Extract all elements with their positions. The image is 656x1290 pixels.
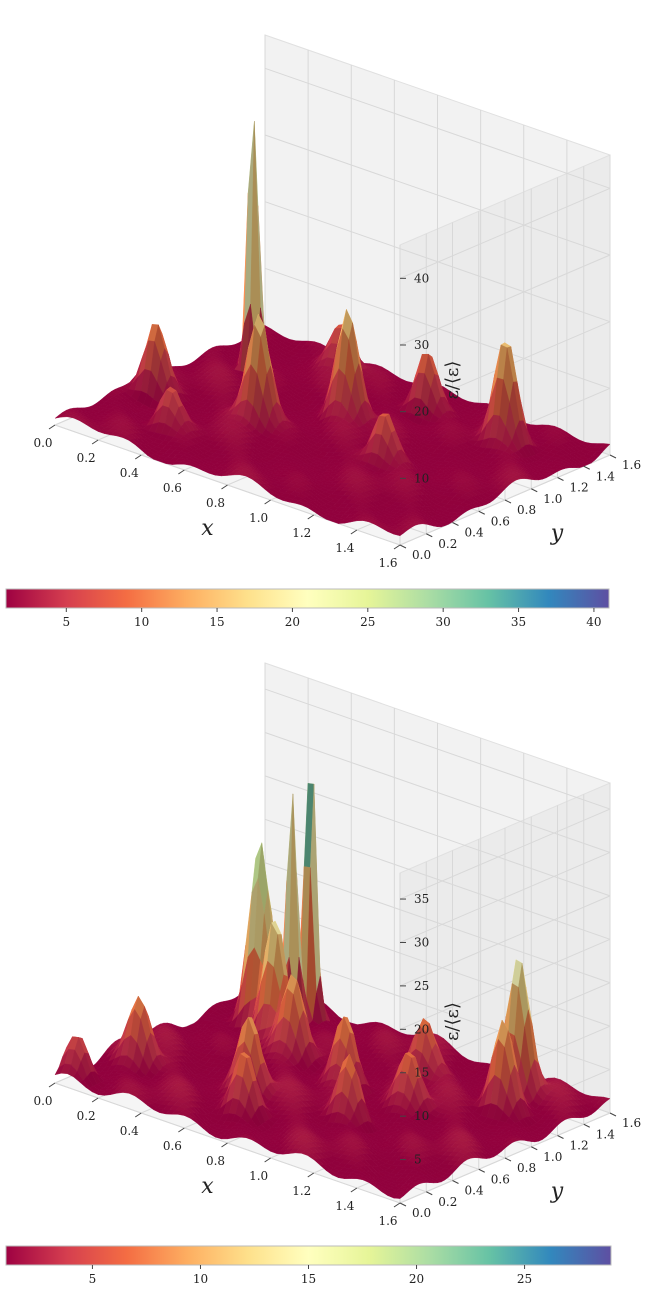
surface-plot-panel-1: 0.0 0.2 0.4 0.6 0.8 1.0 1.2 1.4 1.6 0.0 0.2 0.4 0.6 0… [0,0,656,640]
colorbar-tick-label: 30 [436,615,451,629]
y-tick-mark [453,523,459,526]
z-tick-label: 30 [414,338,429,352]
x-tick-label: 1.0 [249,511,268,525]
colorbar-tick-label: 10 [134,615,149,629]
x-tick-mark [308,515,314,519]
y-tick-label: 1.2 [570,481,589,495]
x-tick-label: 1.4 [335,541,354,555]
z-tick-label: 10 [414,471,429,485]
y-tick-label: 0.8 [517,503,536,517]
x-tick-label: 0.2 [77,451,96,465]
x-tick-mark [351,530,357,534]
y-tick-mark [558,478,564,481]
x-tick-label: 1.6 [378,556,397,570]
colorbar-tick-label: 5 [62,615,70,629]
colorbar-tick-label: 20 [285,615,300,629]
y-tick-mark [584,466,590,469]
x-tick-mark [394,545,400,549]
x-tick-label: 0.8 [206,496,225,510]
y-tick-label: 0.0 [412,548,431,562]
colorbar-tick-label: 35 [511,615,526,629]
colorbar-tick-label: 25 [360,615,375,629]
y-tick-label: 0.6 [491,514,510,528]
x-axis-label: x [201,516,214,541]
x-tick-label: 0.0 [33,436,52,450]
y-tick-label: 1.0 [543,492,562,506]
x-tick-mark [92,440,98,444]
x-tick-mark [265,500,271,504]
x-tick-label: 0.6 [163,481,182,495]
y-tick-mark [426,534,432,537]
surface-plot-1: 0.0 0.2 0.4 0.6 0.8 1.0 1.2 1.4 1.6 0.0 0.2 0.4 0.6 0… [0,0,656,640]
z-tick-label: 40 [414,271,429,285]
y-tick-mark [505,500,511,503]
x-tick-mark [135,455,141,459]
colorbar [6,589,609,608]
y-tick-label: 0.4 [465,526,484,540]
y-tick-mark [479,511,485,514]
y-tick-label: 0.2 [438,537,457,551]
z-axis-label: ε/⟨ε⟩ [442,361,463,400]
x-tick-label: 0.4 [120,466,139,480]
colorbar-tick-label: 40 [586,615,601,629]
x-tick-mark [49,425,55,429]
colorbar-tick-label: 15 [209,615,224,629]
z-tick-label: 20 [414,405,429,419]
y-tick-label: 1.6 [622,458,641,472]
y-tick-mark [400,545,406,548]
x-tick-mark [222,485,228,489]
x-tick-label: 1.2 [292,526,311,540]
y-tick-mark [531,489,537,492]
y-tick-label: 1.4 [596,469,615,483]
surface-plot-2: 0.00.20.40.60.81.01.21.41.60.00.20.40.60… [0,640,656,1286]
y-tick-mark [610,455,616,458]
y-axis-label: y [550,521,564,546]
x-tick-mark [178,470,184,474]
